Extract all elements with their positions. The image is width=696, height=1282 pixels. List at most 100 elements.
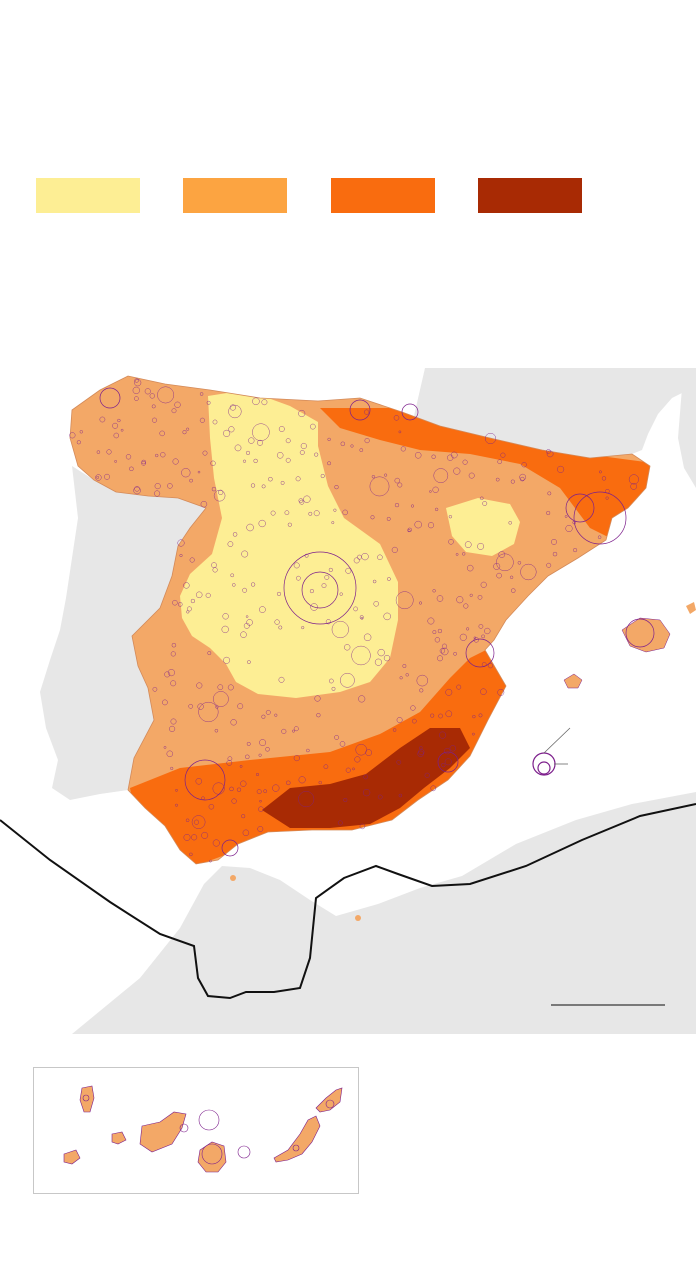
- city-marker: [573, 491, 627, 545]
- town-marker: [212, 839, 220, 847]
- town-marker: [453, 467, 461, 475]
- mallorca: [621, 617, 671, 653]
- town-marker: [511, 588, 516, 593]
- town-marker: [394, 502, 400, 508]
- town-marker: [242, 587, 248, 593]
- town-marker: [230, 719, 237, 726]
- town-marker: [183, 582, 190, 589]
- city-marker: [465, 638, 495, 668]
- town-marker: [434, 637, 441, 643]
- town-marker: [259, 606, 266, 613]
- town-marker: [343, 797, 348, 803]
- town-marker: [359, 823, 366, 830]
- town-marker: [190, 598, 196, 604]
- town-marker: [557, 465, 565, 473]
- town-marker: [353, 557, 360, 564]
- town-marker: [223, 656, 231, 664]
- town-marker: [298, 776, 306, 784]
- category-zones: [130, 390, 650, 864]
- town-marker: [196, 682, 203, 689]
- town-marker: [154, 483, 161, 490]
- town-marker: [149, 393, 155, 399]
- town-marker: [463, 603, 469, 609]
- island-la-gomera: [111, 1131, 127, 1145]
- town-marker: [240, 780, 247, 787]
- town-marker: [351, 645, 371, 666]
- town-marker: [155, 453, 159, 458]
- town-marker: [183, 833, 191, 841]
- town-marker: [169, 725, 176, 732]
- town-marker: [377, 794, 383, 800]
- town-marker: [253, 458, 258, 464]
- town-marker: [237, 703, 244, 710]
- zone-class-3-north: [320, 408, 650, 538]
- town-marker: [112, 422, 119, 429]
- town-marker: [95, 474, 102, 481]
- town-marker: [430, 785, 437, 792]
- town-marker: [257, 439, 263, 446]
- town-marker: [296, 575, 301, 581]
- town-marker: [250, 483, 256, 488]
- town-marker: [350, 444, 354, 448]
- city-marker: [401, 403, 419, 421]
- town-marker: [340, 672, 355, 688]
- town-marker: [170, 651, 176, 657]
- town-marker: [292, 729, 295, 733]
- town-marker: [432, 589, 436, 593]
- iberia-map[interactable]: [0, 368, 696, 1034]
- town-marker: [480, 581, 487, 588]
- town-marker: [208, 803, 215, 810]
- town-marker: [444, 747, 451, 755]
- town-marker: [309, 589, 314, 594]
- town-marker: [392, 728, 397, 732]
- town-marker: [281, 728, 287, 734]
- town-marker: [231, 798, 237, 804]
- town-marker: [255, 772, 260, 777]
- town-marker: [242, 459, 247, 463]
- town-marker: [597, 535, 602, 539]
- canary-islands-inset[interactable]: [33, 1067, 359, 1194]
- town-marker: [441, 643, 448, 649]
- town-marker: [432, 630, 437, 635]
- town-marker: [179, 553, 183, 558]
- town-marker: [334, 734, 340, 740]
- town-marker: [374, 658, 382, 666]
- town-marker: [345, 567, 352, 574]
- town-marker: [293, 755, 300, 762]
- town-marker: [429, 490, 432, 493]
- town-marker: [383, 612, 391, 621]
- town-marker: [96, 475, 100, 479]
- town-marker: [134, 396, 139, 401]
- town-marker: [293, 726, 299, 732]
- town-marker: [418, 601, 423, 605]
- town-marker: [433, 468, 449, 483]
- town-marker: [383, 654, 391, 662]
- town-marker: [197, 703, 204, 710]
- town-marker: [104, 473, 110, 480]
- town-marker: [272, 784, 280, 792]
- town-marker: [191, 834, 198, 841]
- town-marker: [195, 591, 203, 599]
- town-marker: [477, 542, 485, 550]
- town-marker: [314, 695, 321, 702]
- town-marker: [210, 460, 216, 466]
- town-marker: [209, 859, 212, 863]
- town-marker: [198, 701, 219, 723]
- town-marker: [274, 713, 278, 717]
- town-marker: [303, 495, 311, 503]
- town-marker: [396, 759, 402, 765]
- town-marker: [377, 648, 385, 657]
- melilla: [355, 915, 361, 921]
- island-fuerteventura: [273, 1115, 321, 1163]
- town-marker: [298, 409, 306, 418]
- town-marker: [477, 594, 483, 600]
- town-marker: [69, 432, 76, 439]
- legend-swatch-4: [478, 178, 582, 213]
- town-marker: [369, 476, 390, 497]
- town-marker: [328, 567, 333, 572]
- town-marker: [462, 552, 466, 556]
- town-marker: [206, 400, 211, 405]
- town-marker: [466, 564, 474, 572]
- town-marker: [395, 591, 414, 610]
- town-marker: [498, 551, 506, 558]
